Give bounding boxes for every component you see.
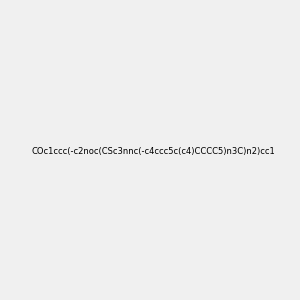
Text: COc1ccc(-c2noc(CSc3nnc(-c4ccc5c(c4)CCCC5)n3C)n2)cc1: COc1ccc(-c2noc(CSc3nnc(-c4ccc5c(c4)CCCC5… [32,147,276,156]
